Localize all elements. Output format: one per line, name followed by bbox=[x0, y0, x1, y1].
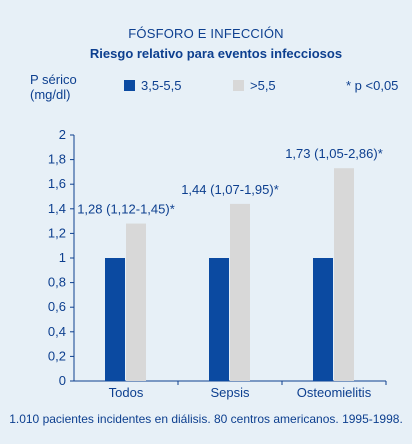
bar-sepsis-series-2 bbox=[230, 203, 250, 381]
y-tick-label: 2 bbox=[59, 127, 66, 142]
y-tick-label: 0,6 bbox=[48, 299, 66, 314]
y-tick-label: 1,6 bbox=[48, 176, 66, 191]
data-annotation: 1,44 (1,07-1,95)* bbox=[181, 182, 279, 197]
x-tick-label: Osteomielitis bbox=[297, 385, 372, 400]
x-tick-label: Sepsis bbox=[210, 385, 250, 400]
y-tick-label: 0,4 bbox=[48, 324, 66, 339]
data-annotation: 1,73 (1,05-2,86)* bbox=[285, 146, 383, 161]
legend-swatch-high bbox=[233, 80, 244, 91]
y-axis-label: P sérico (mg/dl) bbox=[30, 72, 77, 102]
legend-item-low: 3,5-5,5 bbox=[124, 78, 181, 93]
y-tick-label: 1,4 bbox=[48, 201, 66, 216]
y-axis-label-line-1: P sérico bbox=[30, 72, 77, 87]
y-tick-label: 0 bbox=[59, 373, 66, 388]
bar-todos-series-2 bbox=[126, 223, 146, 381]
footer-note: 1.010 pacientes incidentes en diálisis. … bbox=[9, 412, 403, 426]
y-axis-label-line-2: (mg/dl) bbox=[30, 87, 71, 102]
bar-sepsis-series-1 bbox=[209, 258, 229, 381]
chart-subtitle: Riesgo relativo para eventos infecciosos bbox=[89, 46, 343, 61]
legend-label-high: >5,5 bbox=[250, 78, 276, 93]
legend-swatch-low bbox=[124, 80, 135, 91]
y-tick-label: 1,8 bbox=[48, 152, 66, 167]
bar-todos-series-1 bbox=[105, 258, 125, 381]
significance-note: * p <0,05 bbox=[346, 78, 399, 93]
legend-label-low: 3,5-5,5 bbox=[141, 78, 182, 93]
x-tick-label: Todos bbox=[109, 385, 144, 400]
chart-title: FÓSFORO E INFECCIÓN bbox=[128, 26, 284, 41]
y-tick-label: 1 bbox=[59, 250, 66, 265]
y-tick-label: 0,8 bbox=[48, 275, 66, 290]
y-tick-label: 1,2 bbox=[48, 225, 66, 240]
bar-osteomielitis-series-1 bbox=[313, 258, 333, 381]
data-annotation: 1,28 (1,12-1,45)* bbox=[77, 202, 175, 217]
y-tick-label: 0,2 bbox=[48, 348, 66, 363]
legend-item-high: >5,5 bbox=[233, 78, 276, 93]
bar-osteomielitis-series-2 bbox=[334, 168, 354, 381]
